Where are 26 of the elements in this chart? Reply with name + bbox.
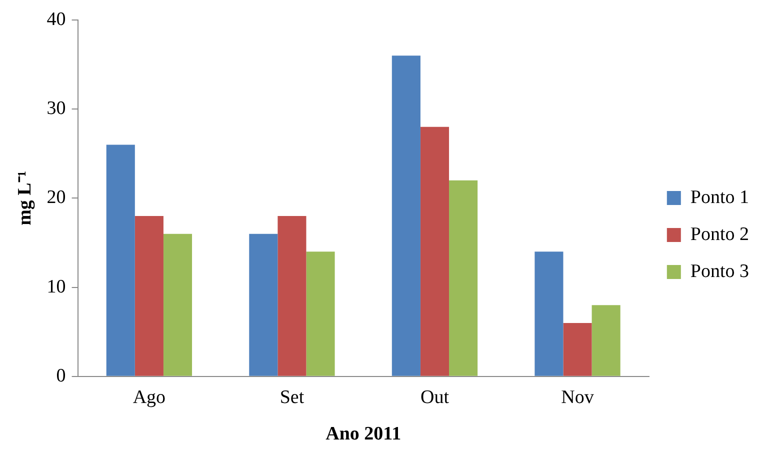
x-axis-title: Ano 2011	[326, 424, 402, 445]
y-tick-label: 10	[46, 276, 66, 298]
bar	[449, 180, 478, 376]
x-tick-label: Set	[280, 386, 305, 408]
bar	[134, 216, 164, 376]
x-tick-label: Nov	[561, 386, 594, 408]
bar	[106, 144, 135, 376]
bar	[563, 322, 592, 376]
y-tick-label: 0	[56, 365, 66, 386]
bar	[420, 126, 450, 376]
bar	[306, 252, 335, 376]
y-tick-label: 20	[46, 187, 66, 208]
legend-label: Ponto 1	[690, 186, 750, 208]
bar	[534, 252, 564, 376]
y-tick-label: 30	[46, 98, 66, 120]
bar	[278, 216, 306, 376]
y-tick-label: 40	[46, 8, 66, 30]
x-tick-label: Ago	[132, 386, 166, 408]
legend-label: Ponto 3	[690, 260, 750, 282]
y-axis-title: mg L⁻¹	[14, 170, 36, 226]
bar	[163, 234, 192, 376]
legend-label: Ponto 2	[690, 224, 750, 245]
x-tick-label: Out	[420, 386, 450, 408]
bar	[592, 305, 620, 376]
bar	[392, 56, 420, 376]
bar	[249, 234, 278, 376]
